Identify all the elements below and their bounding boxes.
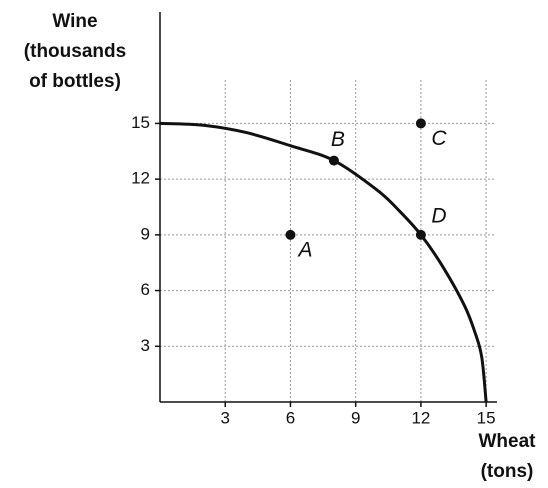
x-tick-label: 9 (351, 408, 360, 427)
y-tick-label: 6 (141, 280, 150, 299)
point-label: C (431, 127, 447, 150)
y-tick-label: 3 (141, 336, 150, 355)
x-tick-label: 15 (477, 408, 496, 427)
y-axis-title: Wine (52, 11, 97, 32)
y-tick-label: 9 (141, 224, 150, 243)
y-tick-label: 15 (131, 113, 150, 132)
point (415, 118, 426, 129)
point (328, 155, 339, 166)
x-tick-label: 3 (220, 408, 229, 427)
ppf-curve (159, 121, 488, 403)
point (415, 229, 426, 240)
point-label: D (431, 204, 446, 227)
x-tick-label: 12 (411, 408, 430, 427)
point-label: A (296, 238, 312, 261)
y-axis-title: (thousands (24, 41, 126, 62)
y-axis-title: of bottles) (29, 71, 121, 92)
point (285, 229, 296, 240)
x-axis-title: (tons) (481, 461, 534, 482)
point-label: B (331, 128, 345, 151)
x-tick-label: 6 (286, 408, 295, 427)
x-axis-title: Wheat (479, 431, 537, 452)
y-tick-label: 12 (131, 169, 150, 188)
